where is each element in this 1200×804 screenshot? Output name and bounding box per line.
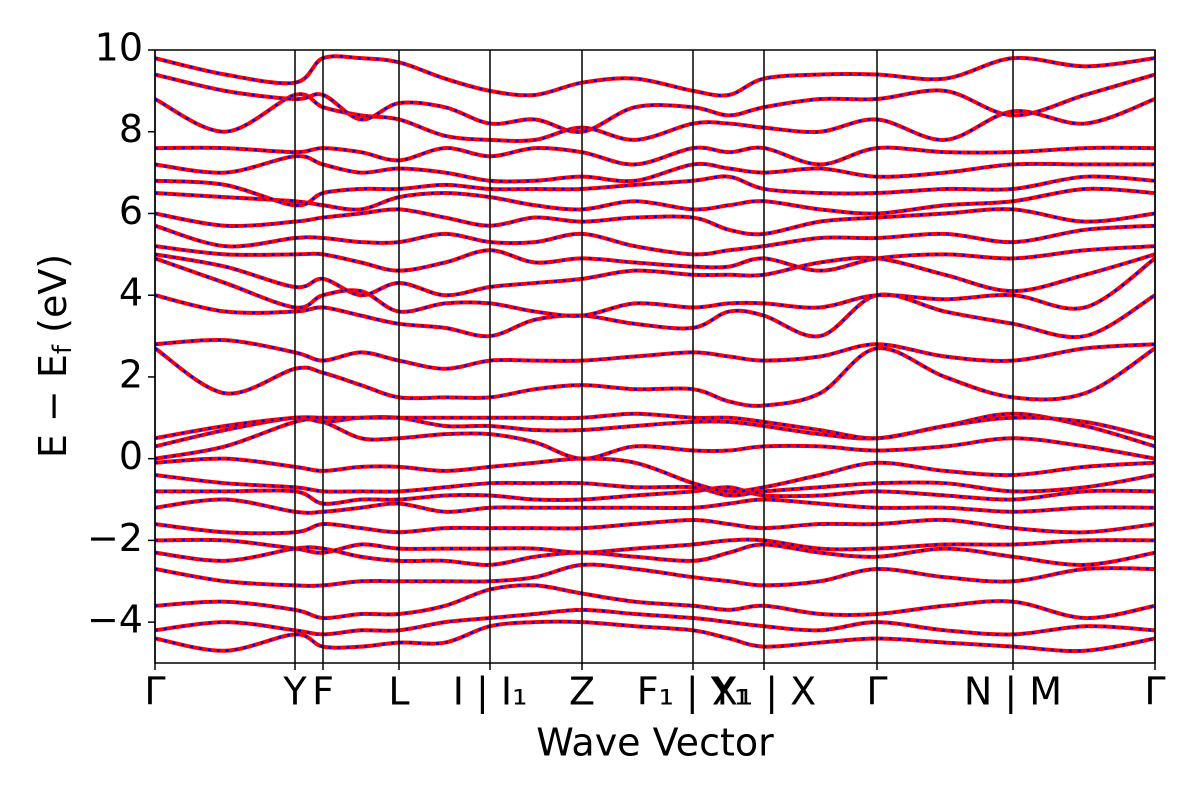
y-tick-label: 4 (119, 271, 143, 315)
band-overlay (155, 620, 1155, 653)
x-axis-label: Wave Vector (536, 721, 774, 765)
y-tick-label: −4 (87, 598, 143, 642)
y-label-unit (31, 333, 75, 345)
band-line (155, 517, 1155, 536)
y-tick-label: 6 (119, 189, 143, 233)
band-line (155, 54, 1155, 98)
x-tick-label: Γ (866, 670, 887, 714)
y-label-main: E − E (31, 354, 75, 458)
band-overlay (155, 498, 1155, 515)
x-tick-label: F₁ | Y₁ (637, 670, 750, 715)
band-overlay (155, 347, 1155, 408)
y-tick-label: 2 (119, 352, 143, 396)
y-tick-label: 8 (119, 107, 143, 151)
y-tick-label: 0 (119, 434, 143, 478)
band-overlay (155, 293, 1155, 339)
y-label-sub: f (48, 344, 78, 354)
x-tick-label: L (388, 670, 409, 714)
band-line (155, 252, 1155, 298)
x-tick-label: I | I₁ (453, 670, 528, 715)
band-overlay (155, 244, 1155, 272)
band-line (155, 92, 1155, 143)
band-line (155, 583, 1155, 621)
x-tick-label: Y (282, 670, 307, 714)
plot-area (155, 54, 1155, 654)
band-line (155, 223, 1155, 257)
x-tick-label: X₁ | X (712, 670, 816, 715)
y-tick-label: 10 (95, 26, 143, 70)
band-overlay (155, 473, 1155, 497)
band-line (155, 292, 1155, 340)
band-overlay (155, 457, 1155, 493)
band-overlay (155, 412, 1155, 440)
x-tick-label: N | M (964, 670, 1062, 715)
y-label-unit: (eV) (31, 254, 75, 333)
y-axis-label: E − Ef (eV) (31, 254, 78, 458)
band-line (155, 207, 1155, 237)
x-tick-label: Γ (1144, 670, 1165, 714)
band-overlay (155, 538, 1155, 555)
band-overlay (155, 563, 1155, 588)
x-tick-label: Z (569, 670, 595, 714)
y-tick-label: −2 (87, 516, 143, 560)
band-overlay (155, 518, 1155, 535)
x-tick-label: Γ (144, 670, 165, 714)
x-tick-label: F (312, 670, 334, 714)
plot-frame (154, 49, 1156, 664)
